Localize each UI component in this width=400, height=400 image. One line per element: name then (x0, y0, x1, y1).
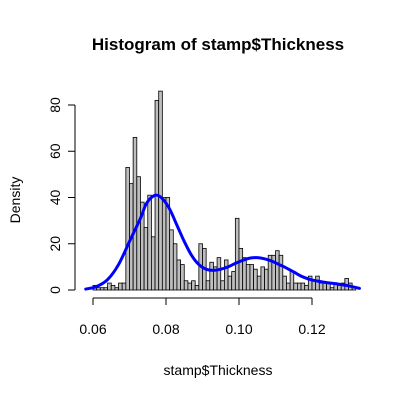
histogram-bar (96, 287, 101, 291)
y-tick-label: 80 (47, 97, 63, 113)
histogram-bars (92, 90, 357, 291)
histogram-bar (220, 280, 225, 291)
histogram-bar (282, 275, 287, 291)
histogram-bar (110, 284, 116, 291)
histogram-bar (143, 227, 149, 291)
histogram-bar (187, 282, 192, 291)
histogram-bar (318, 282, 324, 291)
histogram-bar (322, 282, 328, 291)
histogram-bar (176, 259, 181, 291)
x-axis-label: stamp$Thickness (164, 362, 273, 378)
histogram-bar (169, 229, 174, 291)
histogram-bar (194, 284, 200, 291)
histogram-bar (158, 90, 163, 291)
y-tick-label: 60 (47, 143, 63, 159)
histogram-bar (231, 271, 236, 291)
histogram-bar (256, 275, 262, 291)
histogram-bar (286, 282, 291, 291)
histogram-bar (245, 264, 251, 291)
histogram-bar (150, 236, 156, 291)
y-axis: 0 20 40 60 80 (47, 97, 76, 294)
density-layer (84, 193, 361, 291)
histogram-bar (161, 197, 167, 291)
x-tick-label: 0.12 (298, 321, 325, 337)
histogram-bar (293, 282, 298, 291)
histogram-bar (242, 257, 247, 291)
histogram-bar (125, 167, 130, 291)
histogram-bar (238, 247, 244, 291)
histogram-bar (227, 275, 233, 291)
histogram-bar (264, 268, 269, 291)
histogram-bar (183, 280, 189, 291)
x-tick-label: 0.08 (152, 321, 179, 337)
y-tick-label: 40 (47, 190, 63, 206)
histogram-bar (249, 264, 254, 291)
y-tick-label: 20 (47, 236, 63, 252)
density-curve (84, 193, 361, 291)
histogram-bar (136, 176, 141, 291)
histogram-bar (180, 264, 185, 291)
histogram-bar (216, 257, 222, 291)
x-tick-label: 0.06 (79, 321, 106, 337)
histogram-bar (121, 282, 127, 291)
histogram-bar (205, 280, 211, 291)
chart-title: Histogram of stamp$Thickness (92, 35, 344, 54)
histogram-bar (172, 243, 178, 291)
histogram-bar (278, 254, 284, 291)
histogram-bar (191, 280, 196, 291)
histogram-bar (107, 282, 112, 291)
x-axis: 0.06 0.08 0.10 0.12 (79, 297, 326, 337)
histogram-bar (296, 282, 302, 291)
histogram-bar (114, 287, 119, 291)
histogram-bar (234, 217, 240, 291)
histogram-bar (132, 136, 138, 291)
histogram-bar (118, 282, 123, 291)
histogram-bar (260, 266, 265, 291)
histogram-bar (253, 268, 258, 291)
histogram-bar (337, 284, 342, 291)
histogram-bar (275, 250, 280, 291)
histogram-bar (315, 275, 320, 291)
histogram-bar (304, 284, 309, 291)
histogram-bar (289, 271, 295, 291)
histogram-bar (165, 197, 171, 291)
histogram-bar (329, 287, 335, 291)
y-tick-label: 0 (47, 286, 63, 294)
x-tick-label: 0.10 (225, 321, 252, 337)
y-axis-label: Density (7, 177, 23, 224)
histogram-bar (99, 287, 105, 291)
histogram-bar (103, 287, 108, 291)
histogram-bar (147, 194, 152, 291)
histogram-bar (209, 261, 214, 291)
histogram-bar (300, 282, 306, 291)
histogram-bar (223, 259, 229, 291)
